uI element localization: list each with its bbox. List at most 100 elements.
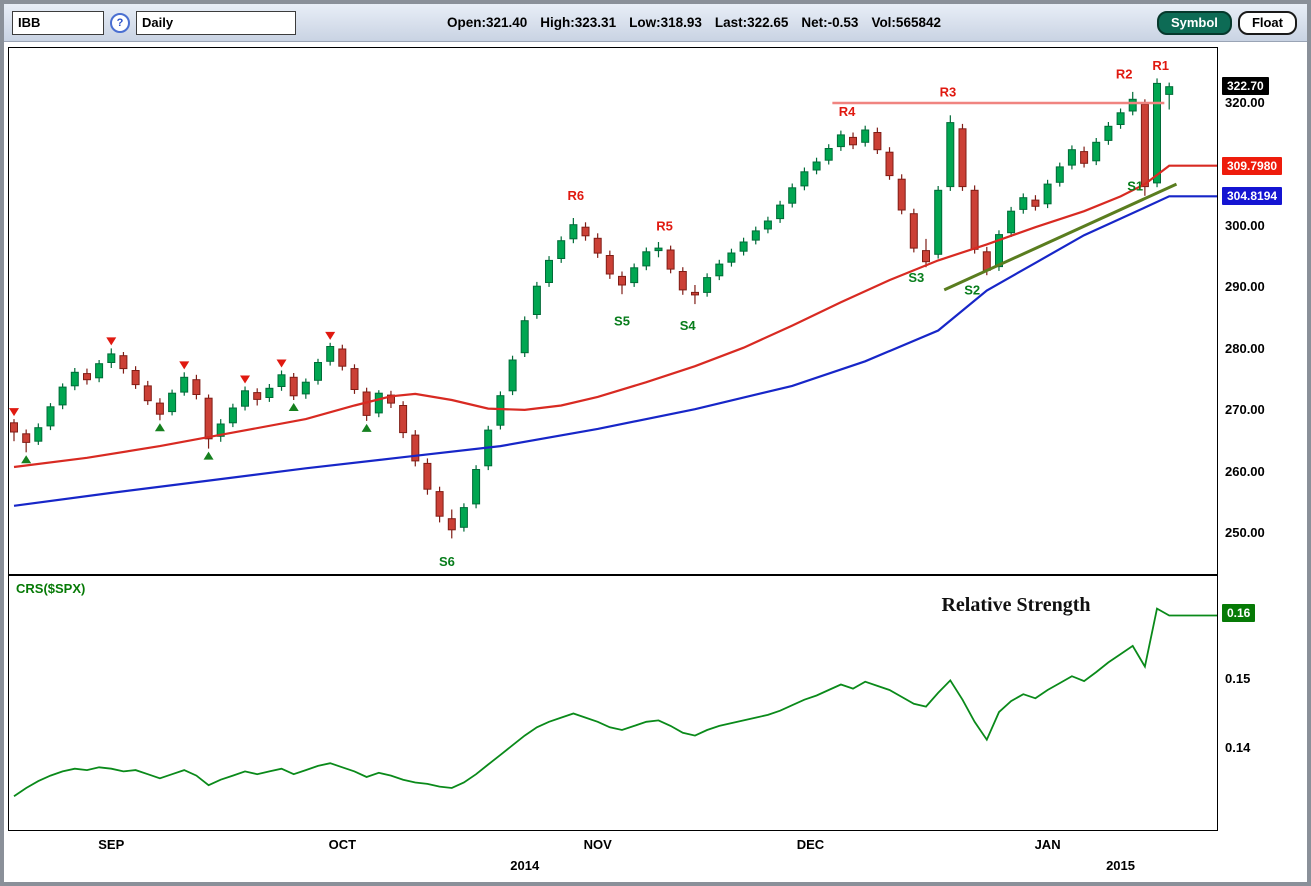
buy-marker-icon (288, 403, 299, 412)
price-axis-label: 320.00 (1225, 94, 1265, 110)
candle (472, 469, 481, 505)
candle (1116, 112, 1125, 126)
candle (374, 392, 383, 414)
ma-slow-line (13, 195, 1217, 507)
quote-field-vol: Vol:565842 (871, 15, 941, 30)
rs-axis-label: 0.14 (1225, 739, 1251, 755)
candle (228, 407, 237, 424)
candle (107, 353, 116, 363)
candle (496, 395, 505, 426)
sell-marker-icon (276, 359, 287, 368)
candle (22, 433, 31, 443)
candle (873, 132, 882, 151)
candle (691, 291, 699, 296)
candle (849, 136, 857, 146)
help-button[interactable]: ? (110, 12, 130, 33)
year-label: 2015 (1106, 858, 1135, 873)
candle (982, 251, 991, 271)
quote-field-open: Open:321.40 (447, 15, 528, 30)
candle (1043, 183, 1052, 205)
candle (350, 368, 359, 391)
candle (1067, 149, 1076, 166)
price-axis-label: 260.00 (1225, 463, 1265, 479)
candle (459, 507, 468, 528)
float-button[interactable]: Float (1237, 10, 1297, 35)
candle (338, 348, 347, 367)
candle (751, 230, 760, 241)
candle (666, 249, 675, 270)
price-axis-label: 270.00 (1225, 402, 1265, 418)
candle (909, 213, 918, 249)
candle (277, 374, 286, 387)
candle (95, 363, 104, 379)
candle (715, 263, 724, 277)
candle (1092, 141, 1101, 162)
buy-marker-icon (203, 451, 214, 460)
candle (301, 381, 310, 395)
candle (593, 237, 602, 254)
toolbar: ? Open:321.40 High:323.31 Low:318.93 Last:3… (4, 4, 1307, 42)
candle (824, 148, 833, 161)
ma-slow-badge: 304.8194 (1222, 187, 1283, 206)
pivot-label-r2: R2 (1116, 67, 1133, 82)
buy-marker-icon (154, 423, 165, 432)
candle (131, 370, 140, 386)
candle (545, 259, 553, 283)
month-label: DEC (796, 837, 825, 852)
candle (155, 402, 164, 415)
candle (253, 392, 262, 400)
candle (812, 161, 821, 171)
candle (1007, 210, 1016, 234)
candle (678, 271, 687, 291)
candle (1080, 151, 1089, 164)
candle (727, 252, 736, 263)
candle (605, 255, 614, 275)
chart-area: R1 R2 R3 R4 R5 R6 S1 S2 S3 S4 S5 S6 320.00 300.00 290… (4, 43, 1307, 882)
candle (326, 346, 335, 362)
candle (739, 241, 748, 252)
candle (10, 422, 18, 433)
rs-title: Relative Strength (941, 594, 1090, 616)
pivot-label-r4: R4 (839, 104, 856, 119)
pivot-label-s4: S4 (680, 318, 697, 333)
timeframe-input[interactable] (136, 10, 296, 35)
candle (630, 267, 639, 284)
candle (569, 224, 578, 240)
candles (10, 78, 1174, 539)
candle (642, 251, 651, 267)
price-axis-label: 290.00 (1225, 279, 1265, 295)
price-axis: 320.00 300.00 290.00 280.00 270.00 260.00 250.… (1222, 47, 1310, 575)
candle (1128, 98, 1137, 112)
support-trend-line[interactable] (943, 182, 1178, 292)
symbol-input[interactable] (12, 10, 104, 35)
question-icon: ? (110, 12, 130, 33)
sell-marker-icon (106, 337, 117, 346)
year-label: 2014 (510, 858, 540, 873)
candle (703, 277, 712, 293)
time-axis: SEP OCT NOV DEC JAN 2014 2015 (8, 833, 1218, 881)
sell-marker-icon (9, 408, 19, 417)
symbol-button[interactable]: Symbol (1156, 10, 1232, 35)
pivot-label-r5: R5 (656, 219, 673, 234)
relative-strength-chart[interactable]: CRS($SPX) Relative Strength (8, 575, 1218, 831)
price-chart[interactable]: R1 R2 R3 R4 R5 R6 S1 S2 S3 S4 S5 S6 (8, 47, 1218, 575)
month-label: NOV (583, 837, 612, 852)
candle (265, 387, 274, 398)
candle (1019, 197, 1028, 210)
candle (1165, 86, 1174, 95)
candle (1153, 82, 1161, 184)
candle (763, 220, 772, 230)
buy-marker-icon (21, 455, 32, 464)
rs-plot-border (8, 575, 1218, 831)
pivot-label-s5: S5 (614, 313, 630, 328)
pivot-label-s3: S3 (908, 270, 924, 285)
candle (618, 275, 626, 286)
sell-marker-icon (240, 375, 251, 384)
rs-axis-label: 0.15 (1225, 670, 1251, 686)
candle (289, 376, 298, 397)
candle (314, 362, 322, 381)
last-price-badge: 322.70 (1222, 77, 1269, 96)
candle (581, 226, 590, 237)
rs-axis: 0.15 0.14 0.16 (1222, 575, 1310, 831)
